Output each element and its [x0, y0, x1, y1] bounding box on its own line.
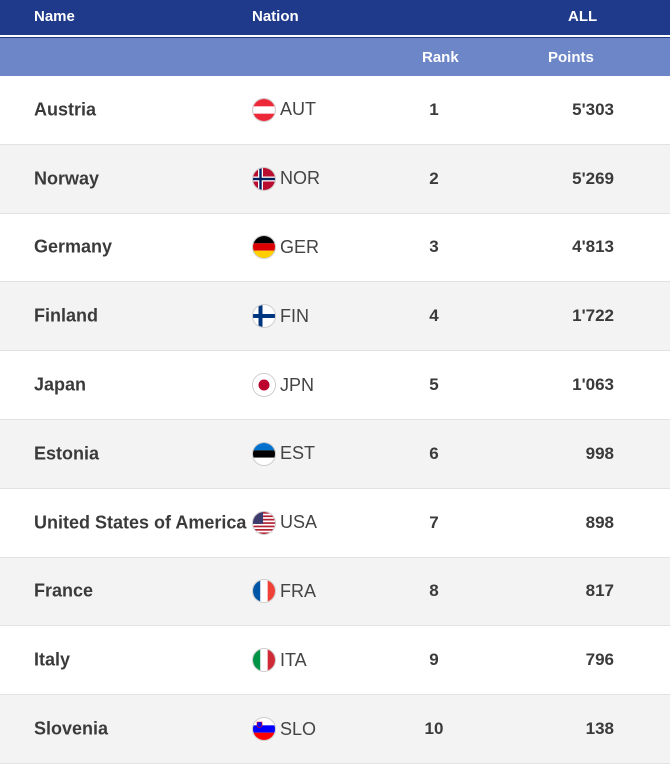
team-name[interactable]: Austria — [34, 99, 97, 120]
rank-value: 1 — [429, 99, 439, 119]
team-name[interactable]: United States of America — [34, 512, 247, 533]
team-name[interactable]: France — [34, 580, 94, 601]
nation-code: SLO — [280, 718, 317, 739]
table-row[interactable]: Finland FIN 4 1'722 — [0, 282, 670, 352]
nation-code: FRA — [280, 580, 316, 601]
header-divider — [0, 34, 670, 38]
points-value: 998 — [585, 443, 614, 463]
rank-value: 2 — [429, 168, 439, 188]
ger-flag-icon — [252, 235, 276, 260]
team-name[interactable]: Norway — [34, 168, 100, 189]
nation-cell: JPN — [252, 373, 315, 398]
rank-value: 9 — [429, 650, 439, 670]
points-value: 5'303 — [572, 99, 614, 119]
team-name[interactable]: Germany — [34, 236, 113, 257]
nation-cell: ITA — [252, 648, 307, 673]
points-value: 1'722 — [572, 306, 614, 326]
table-body: Austria AUT 1 5'303 Norway NOR 2 5'269 Germany GE… — [0, 76, 670, 764]
rank-value: 8 — [429, 581, 439, 601]
points-value: 1'063 — [572, 375, 614, 395]
slo-flag-icon — [252, 717, 276, 742]
points-value: 138 — [585, 719, 614, 739]
rank-value: 3 — [429, 237, 439, 257]
usa-flag-icon — [252, 510, 276, 535]
nation-cell: FIN — [252, 304, 309, 329]
column-header-all[interactable]: ALL — [568, 8, 598, 25]
rank-value: 10 — [424, 719, 444, 739]
nation-cell: FRA — [252, 579, 316, 604]
rank-value: 6 — [429, 443, 439, 463]
nation-code: JPN — [280, 374, 315, 395]
table-row[interactable]: United States of America USA 7 898 — [0, 488, 670, 558]
nation-cell: SLO — [252, 717, 317, 742]
nation-code: GER — [280, 236, 320, 257]
team-name[interactable]: Estonia — [34, 443, 100, 464]
team-name[interactable]: Finland — [34, 305, 98, 326]
jpn-flag-icon — [252, 373, 276, 398]
est-flag-icon — [252, 441, 276, 466]
rank-value: 7 — [429, 512, 439, 532]
points-value: 817 — [585, 581, 614, 601]
nation-code: ITA — [280, 649, 307, 670]
table-row[interactable]: France FRA 8 817 — [0, 557, 670, 627]
points-value: 5'269 — [572, 168, 614, 188]
nation-cell: AUT — [252, 97, 316, 122]
nation-code: AUT — [280, 99, 316, 120]
header-row-secondary: Rank Points — [0, 38, 670, 76]
aut-flag-icon — [252, 97, 276, 122]
nation-cell: USA — [252, 510, 318, 535]
table-row[interactable]: Austria AUT 1 5'303 — [0, 76, 670, 145]
column-header-rank[interactable]: Rank — [422, 49, 459, 66]
table-row[interactable]: Japan JPN 5 1'063 — [0, 351, 670, 420]
column-header-points[interactable]: Points — [548, 49, 594, 66]
table-row[interactable]: Norway NOR 2 5'269 — [0, 144, 670, 214]
nation-code: EST — [280, 443, 316, 464]
nation-cell: EST — [252, 441, 316, 466]
header-row-primary: Name Nation ALL — [0, 0, 670, 34]
column-header-name[interactable]: Name — [34, 8, 75, 25]
nation-cell: NOR — [252, 166, 320, 191]
points-value: 4'813 — [572, 237, 614, 257]
nation-cell: GER — [252, 235, 320, 260]
rank-value: 5 — [429, 375, 439, 395]
nation-code: FIN — [280, 305, 309, 326]
nation-code: NOR — [280, 168, 320, 189]
points-value: 796 — [585, 650, 614, 670]
rank-value: 4 — [429, 306, 439, 326]
points-value: 898 — [585, 512, 614, 532]
fra-flag-icon — [252, 579, 276, 604]
column-header-nation[interactable]: Nation — [252, 8, 299, 25]
fin-flag-icon — [252, 304, 276, 329]
table-row[interactable]: Germany GER 3 4'813 — [0, 213, 670, 283]
team-name[interactable]: Italy — [34, 649, 71, 670]
team-name[interactable]: Japan — [34, 374, 87, 395]
nor-flag-icon — [252, 166, 276, 191]
table-row[interactable]: Slovenia SLO 10 138 — [0, 695, 670, 764]
team-name[interactable]: Slovenia — [34, 718, 109, 739]
nation-code: USA — [280, 512, 318, 533]
table-row[interactable]: Italy ITA 9 796 — [0, 626, 670, 696]
table-row[interactable]: Estonia EST 6 998 — [0, 419, 670, 489]
ita-flag-icon — [252, 648, 276, 673]
